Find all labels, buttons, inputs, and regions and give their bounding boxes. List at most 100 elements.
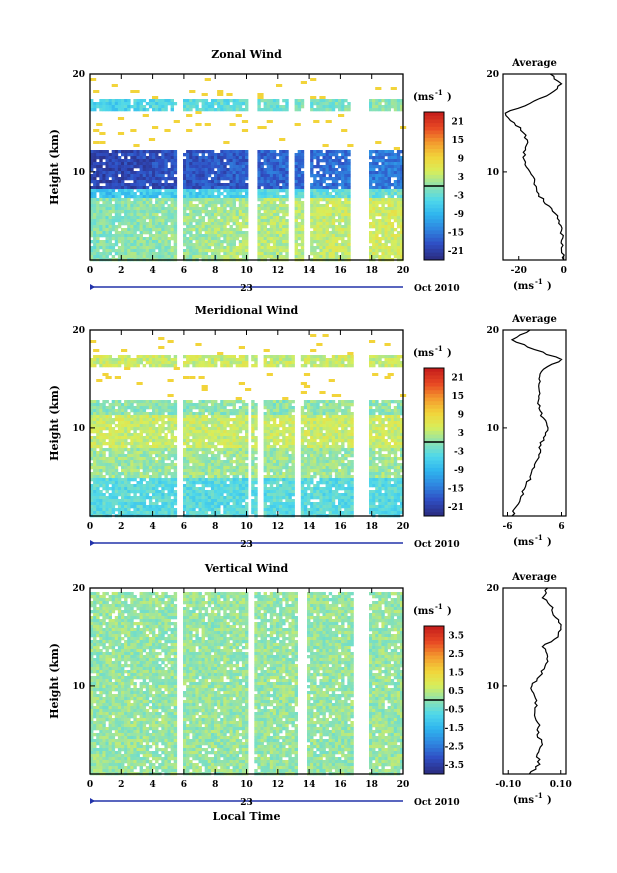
x-tick-label: 0 <box>87 266 93 276</box>
average-profile-line <box>510 329 563 517</box>
colorbar-tick-label: -2.5 <box>445 742 464 752</box>
colorbar-tick-label: 9 <box>458 410 464 420</box>
colorbar-unit-exponent: -1 <box>435 88 443 97</box>
average-y-tick-label: 20 <box>486 584 499 594</box>
average-y-tick-label: 20 <box>486 70 499 80</box>
colorbar-unit: (ms <box>413 92 434 103</box>
average-x-label-close: ) <box>547 537 552 548</box>
colorbar-tick-label: 9 <box>458 154 464 164</box>
average-frame <box>502 73 567 261</box>
colorbar-tick-label: -0.5 <box>445 705 464 715</box>
x-tick-label: 4 <box>149 522 155 532</box>
average-x-label: (ms <box>513 537 534 548</box>
colorbar-tick-label: -9 <box>454 466 464 476</box>
x-tick-label: 16 <box>334 780 347 790</box>
average-profile: Average -20 0 10 20 (ms -1) <box>486 58 566 292</box>
date-line-marker <box>90 798 95 804</box>
x-tick-label: 12 <box>272 780 285 790</box>
date-label: Oct 2010 <box>414 540 460 550</box>
average-x-label-exponent: -1 <box>535 791 543 800</box>
x-tick-label: 10 <box>240 266 253 276</box>
colorbar-tick-label: 15 <box>451 392 464 402</box>
average-profile: Average -0.10 0.10 10 20 (ms -1) <box>486 572 571 806</box>
colorbar-tick-label: 21 <box>451 117 464 127</box>
average-x-tick-label: -6 <box>503 522 513 532</box>
panel-2: Meridional Wind 0 2 4 6 8 10 12 14 16 18 20 10 20 Heig… <box>48 304 567 550</box>
average-y-tick-label: 10 <box>486 424 499 434</box>
x-tick-label: 18 <box>365 522 378 532</box>
average-x-label-close: ) <box>547 281 552 292</box>
x-tick-label: 6 <box>181 780 187 790</box>
x-tick-label: 2 <box>118 522 124 532</box>
x-tick-label: 16 <box>334 266 347 276</box>
chart-title: Meridional Wind <box>195 304 299 317</box>
colorbar-tick-label: 15 <box>451 136 464 146</box>
average-x-tick-label: 0 <box>561 266 567 276</box>
average-x-label-close: ) <box>547 795 552 806</box>
heatmap-cells <box>90 592 404 776</box>
colorbar-tick-label: -1.5 <box>445 724 464 734</box>
x-tick-label: 8 <box>212 780 218 790</box>
average-title: Average <box>511 572 557 583</box>
date-day-label: 23 <box>240 284 253 294</box>
x-tick-label: 20 <box>397 266 410 276</box>
average-x-tick-label: 0.10 <box>550 780 572 790</box>
x-tick-label: 10 <box>240 780 253 790</box>
colorbar-unit-exponent: -1 <box>435 602 443 611</box>
x-tick-label: 18 <box>365 780 378 790</box>
date-day-label: 23 <box>240 540 253 550</box>
colorbar-tick-label: -15 <box>448 484 464 494</box>
average-y-tick-label: 10 <box>486 682 499 692</box>
x-tick-label: 8 <box>212 522 218 532</box>
average-x-tick-label: -20 <box>511 266 527 276</box>
colorbar-tick-label: 1.5 <box>448 668 464 678</box>
y-tick-label: 10 <box>72 682 85 692</box>
average-y-tick-label: 10 <box>486 168 499 178</box>
date-line-marker <box>90 540 95 546</box>
date-day-label: 23 <box>240 798 253 808</box>
y-tick-label: 20 <box>72 326 85 336</box>
colorbar-tick-label: 3 <box>458 429 464 439</box>
average-x-label: (ms <box>513 281 534 292</box>
colorbar-unit-close: ) <box>447 348 452 359</box>
average-title: Average <box>511 58 557 69</box>
colorbar-tick-label: -9 <box>454 210 464 220</box>
x-axis-label: Local Time <box>213 810 281 823</box>
colorbar-tick-label: -3 <box>454 447 464 457</box>
panel-1: Zonal Wind 0 2 4 6 8 10 12 14 16 18 20 10 20 Height (k… <box>48 48 567 294</box>
average-x-label: (ms <box>513 795 534 806</box>
y-tick-label: 10 <box>72 168 85 178</box>
date-line-marker <box>90 284 95 290</box>
date-label: Oct 2010 <box>414 284 460 294</box>
average-x-tick-label: -0.10 <box>495 780 521 790</box>
colorbar-tick-label: -21 <box>448 503 464 513</box>
average-frame <box>502 587 567 775</box>
colorbar-tick-label: 0.5 <box>448 687 464 697</box>
heatmap-cells <box>90 334 407 518</box>
colorbar-tick-label: 21 <box>451 373 464 383</box>
x-tick-label: 14 <box>303 522 316 532</box>
x-tick-label: 6 <box>181 266 187 276</box>
colorbar-tick-label: 3 <box>458 173 464 183</box>
x-tick-label: 20 <box>397 522 410 532</box>
colorbar-unit-close: ) <box>447 606 452 617</box>
colorbar-tick-label: -3.5 <box>445 761 464 771</box>
y-axis-label: Height (km) <box>48 129 61 205</box>
x-tick-label: 4 <box>149 266 155 276</box>
y-axis-label: Height (km) <box>48 643 61 719</box>
average-y-tick-label: 20 <box>486 326 499 336</box>
date-label: Oct 2010 <box>414 798 460 808</box>
colorbar-unit-exponent: -1 <box>435 344 443 353</box>
x-tick-label: 16 <box>334 522 347 532</box>
colorbar-unit: (ms <box>413 348 434 359</box>
chart-title: Vertical Wind <box>204 562 289 575</box>
x-tick-label: 18 <box>365 266 378 276</box>
colorbar: 21 15 9 3 -3 -9 -15 -21 (ms -1) <box>413 88 464 261</box>
x-tick-label: 12 <box>272 522 285 532</box>
average-x-label-exponent: -1 <box>535 277 543 286</box>
x-tick-label: 2 <box>118 266 124 276</box>
x-tick-label: 6 <box>181 522 187 532</box>
colorbar-tick-label: -21 <box>448 247 464 257</box>
x-tick-label: 20 <box>397 780 410 790</box>
x-tick-label: 8 <box>212 266 218 276</box>
